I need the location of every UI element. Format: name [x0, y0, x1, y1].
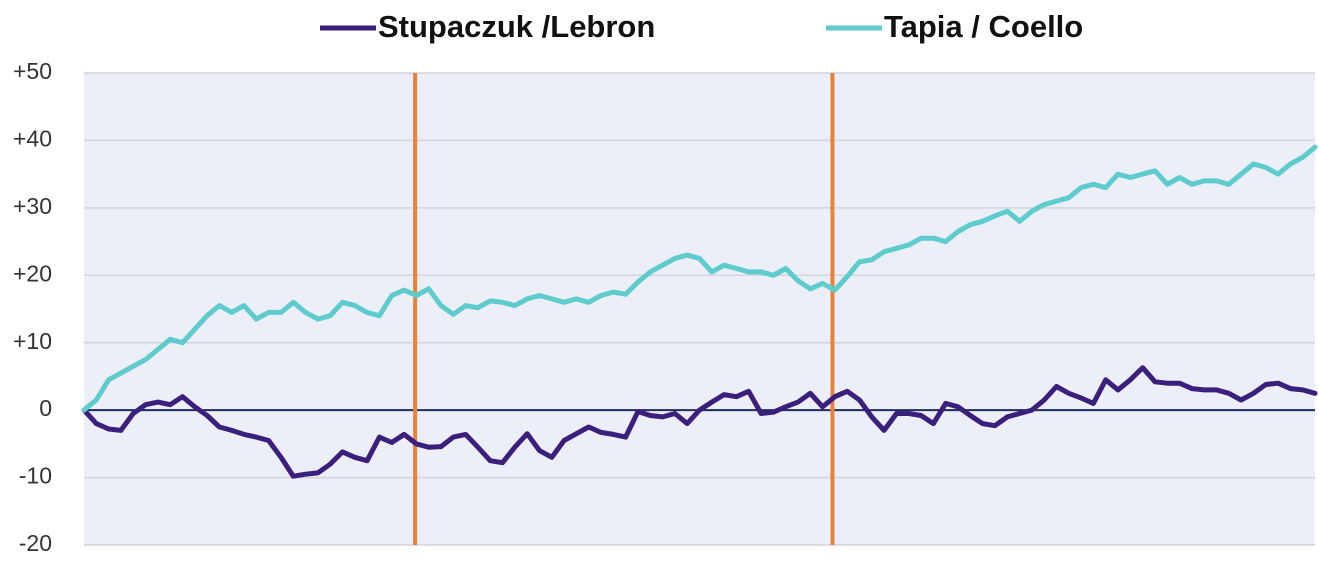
legend-label: Stupaczuk /Lebron [378, 9, 655, 44]
y-tick-label: +20 [13, 260, 52, 286]
y-tick-label: 0 [39, 395, 52, 421]
y-tick-label: +40 [13, 126, 52, 152]
y-tick-label: +50 [13, 58, 52, 84]
y-tick-label: +10 [13, 328, 52, 354]
series-line [81, 365, 1318, 479]
y-tick-label: -10 [19, 463, 52, 489]
y-tick-label: +30 [13, 193, 52, 219]
series-line [81, 144, 1318, 413]
y-tick-label: -20 [19, 530, 52, 556]
plot-area [84, 73, 1315, 545]
legend-label: Tapia / Coello [884, 9, 1083, 44]
